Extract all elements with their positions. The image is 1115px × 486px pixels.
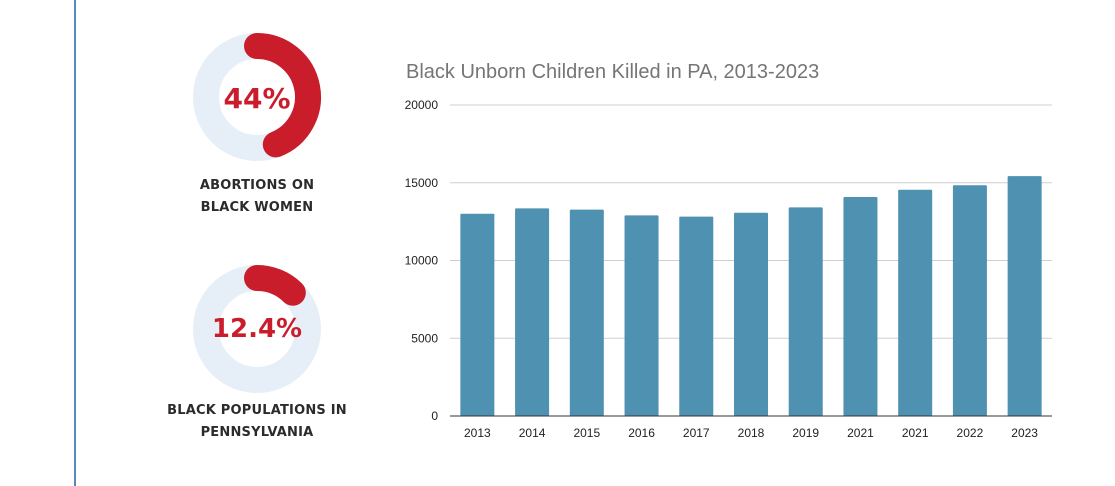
x-tick-label: 2021	[902, 426, 929, 440]
bar	[952, 185, 987, 416]
x-tick-label: 2013	[464, 426, 491, 440]
bar	[624, 215, 659, 416]
y-tick-label: 20000	[405, 98, 439, 112]
bar	[843, 197, 878, 416]
x-tick-label: 2022	[957, 426, 984, 440]
y-tick-label: 5000	[411, 331, 438, 345]
bar-chart: Black Unborn Children Killed in PA, 2013…	[405, 61, 1052, 440]
bar	[569, 209, 604, 416]
bar	[460, 213, 495, 416]
chart-title: Black Unborn Children Killed in PA, 2013…	[406, 61, 819, 83]
stat-label-population: BLACK POPULATIONS IN PENNSYLVANIA	[147, 400, 367, 444]
x-tick-label: 2015	[573, 426, 600, 440]
stat-label-line: BLACK WOMEN	[200, 200, 314, 215]
stat-label-abortions: ABORTIONS ON BLACK WOMEN	[147, 175, 367, 219]
x-tick-label: 2023	[1011, 426, 1038, 440]
x-tick-label: 2014	[519, 426, 546, 440]
stat-label-line: BLACK POPULATIONS IN	[167, 403, 347, 418]
x-tick-label: 2018	[738, 426, 765, 440]
x-tick-label: 2019	[792, 426, 819, 440]
bar	[898, 189, 933, 416]
y-tick-label: 10000	[405, 254, 439, 268]
stat-value-population: 12.4%	[211, 314, 303, 344]
divider-line	[74, 0, 76, 486]
donut-chart-population	[193, 265, 321, 393]
bar	[679, 216, 714, 416]
y-tick-label: 0	[431, 409, 438, 423]
stat-value-abortions: 44%	[223, 82, 291, 115]
y-tick-label: 15000	[405, 176, 439, 190]
donut-arc	[244, 265, 306, 306]
x-tick-label: 2016	[628, 426, 655, 440]
x-tick-label: 2021	[847, 426, 874, 440]
bar	[1007, 176, 1042, 416]
bar	[788, 207, 823, 416]
donut-chart-abortions	[193, 33, 321, 161]
stat-label-line: PENNSYLVANIA	[200, 425, 314, 440]
x-tick-label: 2017	[683, 426, 710, 440]
stat-label-line: ABORTIONS ON	[199, 178, 315, 193]
bar	[515, 208, 550, 416]
bar	[734, 212, 768, 416]
donut-arc	[244, 33, 321, 158]
